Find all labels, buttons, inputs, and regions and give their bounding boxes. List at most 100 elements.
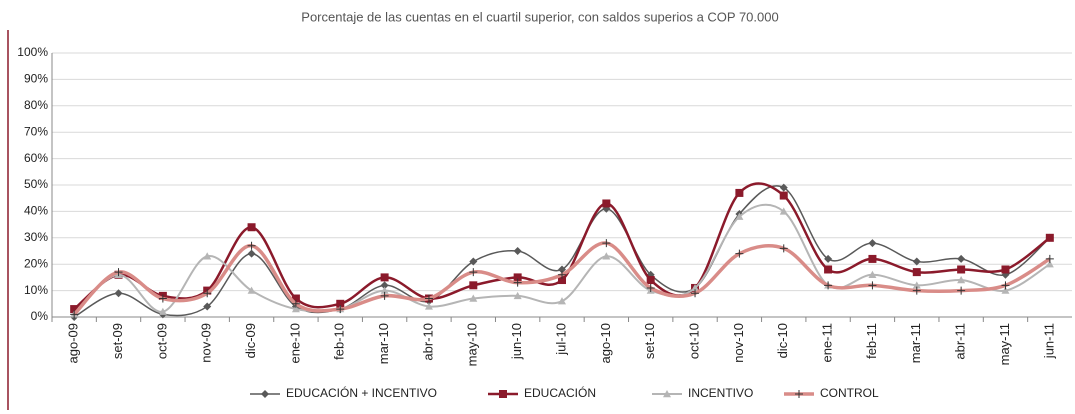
x-tick-label: jun-11 (1041, 323, 1056, 359)
x-tick-label: ene-11 (820, 323, 835, 363)
marker (558, 270, 566, 279)
marker (912, 281, 921, 289)
marker (247, 249, 256, 258)
marker (1045, 254, 1054, 263)
legend-label: EDUCACIÓN + INCENTIVO (286, 385, 437, 400)
marker (469, 268, 478, 277)
marker (957, 286, 966, 295)
x-tick-label: may-11 (997, 323, 1012, 365)
marker (779, 207, 788, 215)
marker (247, 241, 256, 250)
marker (513, 273, 522, 282)
series-line (72, 241, 1051, 316)
marker (912, 257, 921, 266)
marker (868, 239, 877, 248)
x-tick-label: mar-10 (376, 323, 391, 364)
x-tick-label: ago-09 (66, 323, 81, 363)
marker (735, 249, 744, 258)
x-tick-label: dic-10 (775, 323, 790, 358)
marker (558, 265, 566, 274)
x-tick-label: may-10 (465, 323, 480, 366)
marker (203, 289, 212, 298)
y-tick-label: 90% (24, 72, 48, 86)
x-tick-label: feb-11 (864, 323, 879, 359)
legend-marker (261, 390, 269, 398)
legend-label: CONTROL (820, 386, 879, 400)
marker (824, 281, 833, 290)
x-tick-label: nov-10 (731, 323, 746, 363)
marker (291, 299, 300, 308)
legend-label: INCENTIVO (688, 386, 753, 400)
x-tick-label: feb-10 (332, 323, 347, 360)
marker (558, 276, 566, 285)
marker (735, 212, 744, 220)
marker (513, 278, 522, 287)
x-tick-label: ago-10 (598, 323, 613, 363)
legend-marker (795, 390, 803, 398)
marker (336, 299, 345, 308)
x-tick-label: oct-09 (154, 323, 169, 359)
marker (912, 286, 921, 295)
y-tick-label: 0% (31, 309, 49, 323)
x-tick-label: dic-09 (243, 323, 258, 358)
marker (114, 268, 123, 277)
marker (513, 247, 522, 255)
marker (203, 252, 212, 260)
marker (868, 270, 877, 278)
marker (558, 297, 566, 305)
y-tick-label: 100% (17, 45, 48, 59)
marker (957, 276, 966, 284)
marker (957, 265, 966, 274)
marker (735, 188, 744, 197)
y-tick-label: 50% (24, 177, 48, 191)
marker (691, 283, 700, 292)
y-tick-label: 80% (24, 98, 48, 112)
marker (646, 276, 655, 285)
x-tick-label: mar-11 (908, 323, 923, 363)
marker (203, 302, 212, 311)
marker (1001, 286, 1010, 294)
marker (70, 310, 79, 319)
marker (513, 291, 522, 300)
marker (424, 302, 433, 310)
marker (247, 223, 256, 232)
y-tick-label: 70% (24, 124, 48, 138)
marker (158, 294, 167, 303)
marker (868, 281, 877, 290)
y-tick-label: 30% (24, 230, 48, 244)
marker (602, 199, 611, 208)
x-tick-label: abr-11 (953, 323, 968, 360)
marker (602, 239, 611, 248)
marker (1001, 281, 1010, 290)
x-tick-label: set-10 (642, 323, 657, 359)
chart-title: Porcentaje de las cuentas en el cuartil … (301, 9, 778, 24)
x-tick-label: jun-10 (509, 323, 524, 360)
marker (602, 252, 611, 260)
x-tick-label: ene-10 (287, 323, 302, 363)
marker (380, 281, 389, 290)
x-tick-label: nov-09 (199, 323, 214, 363)
marker (868, 254, 877, 263)
marker (380, 291, 389, 300)
marker (380, 273, 389, 282)
marker (114, 289, 123, 298)
x-tick-label: set-09 (110, 323, 125, 359)
x-tick-label: abr-10 (420, 323, 435, 361)
legend-label: EDUCACIÓN (524, 385, 596, 400)
x-tick-label: jul-10 (553, 323, 568, 356)
marker (691, 289, 700, 298)
marker (957, 254, 966, 263)
marker (779, 244, 788, 253)
marker (247, 286, 256, 294)
marker (912, 268, 921, 277)
marker (779, 191, 788, 200)
marker (424, 294, 433, 303)
marker (1045, 233, 1054, 242)
marker (158, 307, 167, 315)
x-tick-label: oct-10 (686, 323, 701, 359)
marker (1001, 265, 1010, 274)
legend-marker (499, 390, 507, 398)
y-tick-label: 60% (24, 151, 48, 165)
y-tick-label: 20% (24, 256, 48, 270)
